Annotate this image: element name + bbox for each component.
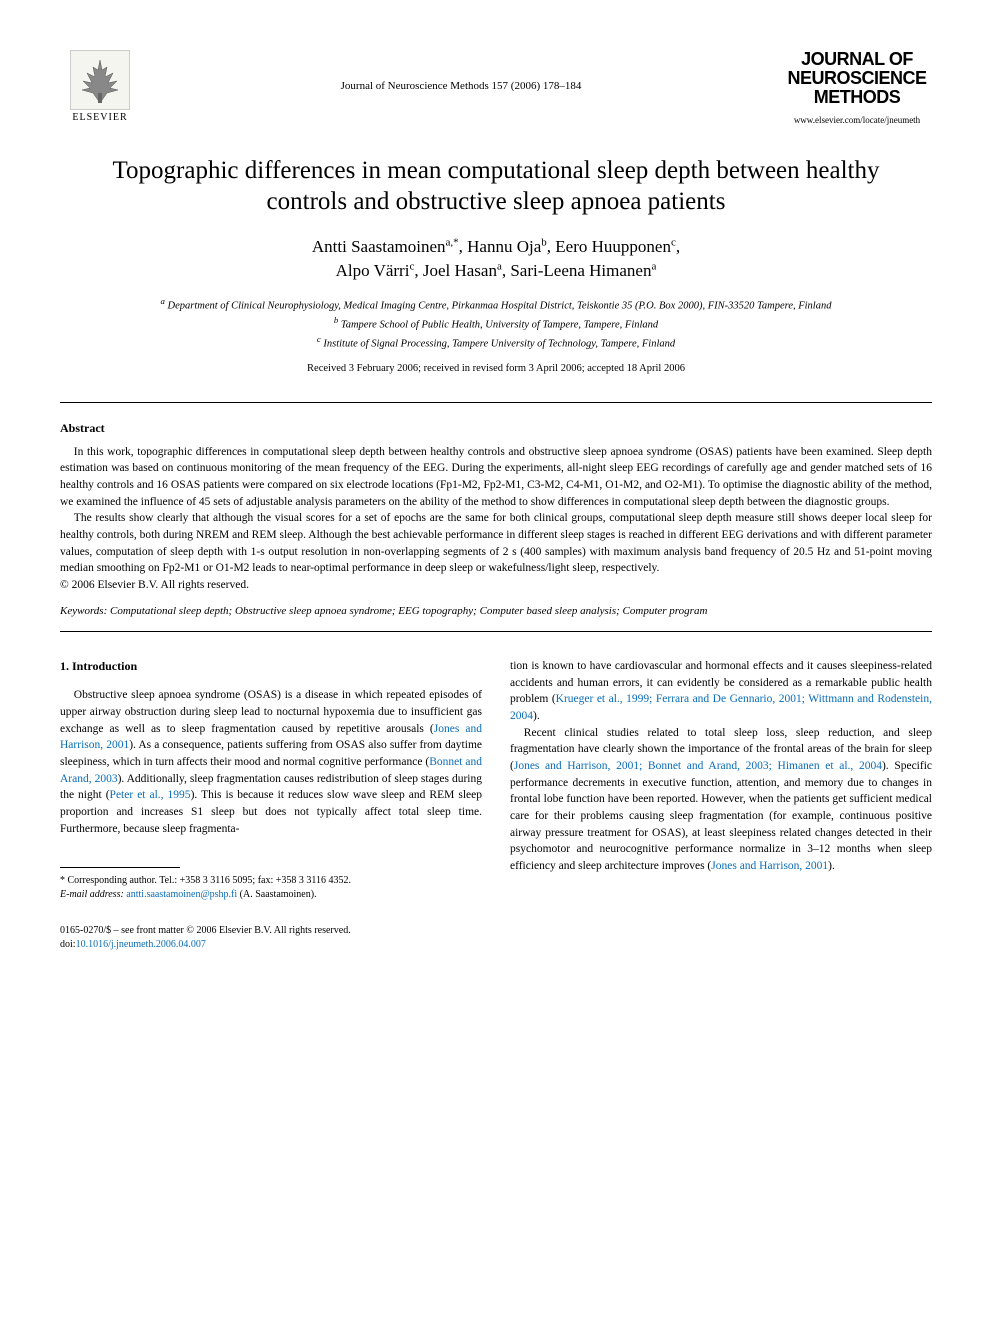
journal-name: JOURNAL OF NEUROSCIENCE METHODS xyxy=(782,50,932,107)
bottom-info: 0165-0270/$ – see front matter © 2006 El… xyxy=(60,924,932,952)
author: Antti Saastamoinena,* xyxy=(312,237,459,256)
journal-line3: METHODS xyxy=(814,87,901,107)
affiliation-b: Tampere School of Public Health, Univers… xyxy=(341,320,658,331)
section-heading: 1. Introduction xyxy=(60,658,482,675)
footnote-email-line: E-mail address: antti.saastamoinen@pshp.… xyxy=(60,888,482,902)
journal-url: www.elsevier.com/locate/jneumeth xyxy=(782,115,932,125)
intro-para: Obstructive sleep apnoea syndrome (OSAS)… xyxy=(60,687,482,837)
abstract-p1: In this work, topographic differences in… xyxy=(60,444,932,511)
publisher-name: ELSEVIER xyxy=(72,112,127,123)
divider xyxy=(60,631,932,632)
keywords-label: Keywords: xyxy=(60,605,107,617)
right-column: tion is known to have cardiovascular and… xyxy=(510,658,932,902)
corresponding-author-footnote: * Corresponding author. Tel.: +358 3 311… xyxy=(60,874,482,902)
elsevier-tree-icon xyxy=(70,50,130,110)
left-column: 1. Introduction Obstructive sleep apnoea… xyxy=(60,658,482,902)
keywords-text: Computational sleep depth; Obstructive s… xyxy=(110,605,707,617)
author: Alpo Värric xyxy=(336,261,415,280)
intro-para-cont: tion is known to have cardiovascular and… xyxy=(510,658,932,725)
authors: Antti Saastamoinena,*, Hannu Ojab, Eero … xyxy=(60,235,932,283)
citation-link[interactable]: Peter et al., 1995 xyxy=(110,789,191,801)
journal-line1: JOURNAL OF xyxy=(801,49,913,69)
article-title: Topographic differences in mean computat… xyxy=(100,155,892,218)
keywords: Keywords: Computational sleep depth; Obs… xyxy=(60,605,932,617)
journal-line2: NEUROSCIENCE xyxy=(787,68,926,88)
copyright: © 2006 Elsevier B.V. All rights reserved… xyxy=(60,579,932,591)
doi-line: doi:10.1016/j.jneumeth.2006.04.007 xyxy=(60,938,932,952)
author: Joel Hasana xyxy=(423,261,502,280)
citation-link[interactable]: Jones and Harrison, 2001; Bonnet and Ara… xyxy=(514,760,882,772)
intro-para: Recent clinical studies related to total… xyxy=(510,725,932,875)
email-tail: (A. Saastamoinen). xyxy=(240,889,317,900)
author: Hannu Ojab xyxy=(467,237,547,256)
affiliation-a: Department of Clinical Neurophysiology, … xyxy=(168,300,832,311)
abstract-p2: The results show clearly that although t… xyxy=(60,510,932,577)
citation: Journal of Neuroscience Methods 157 (200… xyxy=(140,50,782,92)
doi-label: doi: xyxy=(60,939,76,950)
front-matter-line: 0165-0270/$ – see front matter © 2006 El… xyxy=(60,924,932,938)
footnote-rule xyxy=(60,867,180,868)
abstract-body: In this work, topographic differences in… xyxy=(60,444,932,577)
citation-link[interactable]: Jones and Harrison, 2001 xyxy=(711,860,828,872)
author: Sari-Leena Himanena xyxy=(510,261,656,280)
email-label: E-mail address: xyxy=(60,889,124,900)
author: Eero Huupponenc xyxy=(555,237,676,256)
divider xyxy=(60,402,932,403)
affiliation-c: Institute of Signal Processing, Tampere … xyxy=(323,339,675,350)
page-header: ELSEVIER Journal of Neuroscience Methods… xyxy=(60,50,932,125)
footnote-contact: * Corresponding author. Tel.: +358 3 311… xyxy=(60,874,482,888)
abstract-heading: Abstract xyxy=(60,421,932,436)
affiliations: a Department of Clinical Neurophysiology… xyxy=(60,295,932,353)
journal-title-box: JOURNAL OF NEUROSCIENCE METHODS www.else… xyxy=(782,50,932,125)
article-dates: Received 3 February 2006; received in re… xyxy=(60,363,932,374)
body-columns: 1. Introduction Obstructive sleep apnoea… xyxy=(60,658,932,902)
email-link[interactable]: antti.saastamoinen@pshp.fi xyxy=(126,889,237,900)
publisher-logo: ELSEVIER xyxy=(60,50,140,123)
doi-link[interactable]: 10.1016/j.jneumeth.2006.04.007 xyxy=(76,939,206,950)
citation-link[interactable]: Krueger et al., 1999; Ferrara and De Gen… xyxy=(510,693,932,722)
